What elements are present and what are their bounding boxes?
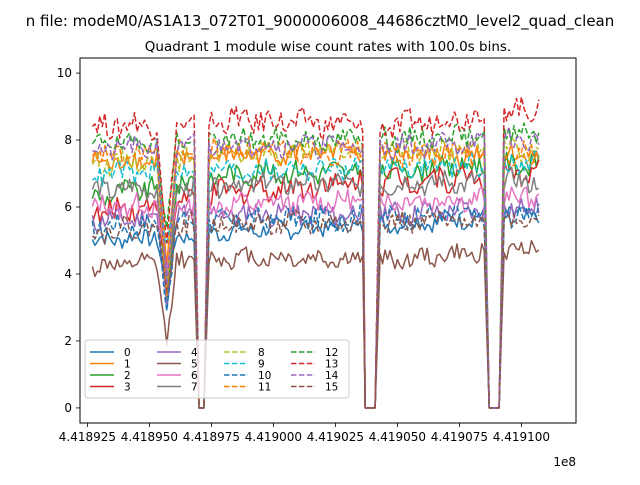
- series-line-11: [91, 136, 540, 409]
- legend-label: 8: [258, 347, 265, 359]
- series-line-14: [92, 127, 540, 409]
- chart-suptitle: n file: modeM0/AS1A13_072T01_9000006008_…: [26, 12, 615, 31]
- x-tick-label: 4.419075: [431, 430, 488, 444]
- legend-box: [84, 339, 350, 399]
- x-tick-label: 4.419100: [493, 430, 550, 444]
- series-line-13: [91, 96, 540, 409]
- chart-title: Quadrant 1 module wise count rates with …: [145, 39, 511, 55]
- series-line-15: [91, 209, 540, 409]
- legend-label: 6: [191, 370, 198, 382]
- y-tick-label: 0: [64, 401, 72, 415]
- y-tick-label: 6: [64, 200, 72, 214]
- x-tick-label: 4.419050: [369, 430, 426, 444]
- legend-label: 1: [124, 359, 131, 371]
- legend-label: 2: [124, 370, 131, 382]
- series-line-10: [91, 203, 540, 409]
- x-axis: 4.418925 4.418950 4.418975 4.419000 4.419025…: [59, 423, 550, 444]
- y-tick-label: 2: [64, 334, 72, 348]
- legend-label: 4: [191, 347, 198, 359]
- y-axis: 0 2 4 6 8 10: [57, 66, 80, 415]
- x-tick-label: 4.418975: [183, 430, 240, 444]
- legend-label: 3: [124, 382, 131, 394]
- legend-label: 14: [325, 370, 339, 382]
- legend-label: 10: [258, 370, 271, 382]
- legend-label: 0: [124, 347, 131, 359]
- legend-label: 9: [258, 359, 265, 371]
- x-tick-label: 4.418950: [121, 430, 178, 444]
- y-tick-label: 8: [64, 133, 72, 147]
- x-offset-label: 1e8: [553, 455, 576, 469]
- x-tick-label: 4.418925: [59, 430, 116, 444]
- legend-label: 13: [325, 359, 338, 371]
- legend-label: 15: [325, 382, 338, 394]
- x-tick-label: 4.419000: [245, 430, 302, 444]
- legend-label: 7: [191, 382, 198, 394]
- y-tick-label: 10: [57, 66, 72, 80]
- x-tick-label: 4.419025: [307, 430, 364, 444]
- legend-label: 5: [191, 359, 198, 371]
- legend-label: 11: [258, 382, 271, 394]
- plot-frame: [79, 57, 577, 424]
- legend-label: 12: [325, 347, 338, 359]
- series-line-6: [91, 186, 540, 409]
- y-tick-label: 4: [64, 267, 72, 281]
